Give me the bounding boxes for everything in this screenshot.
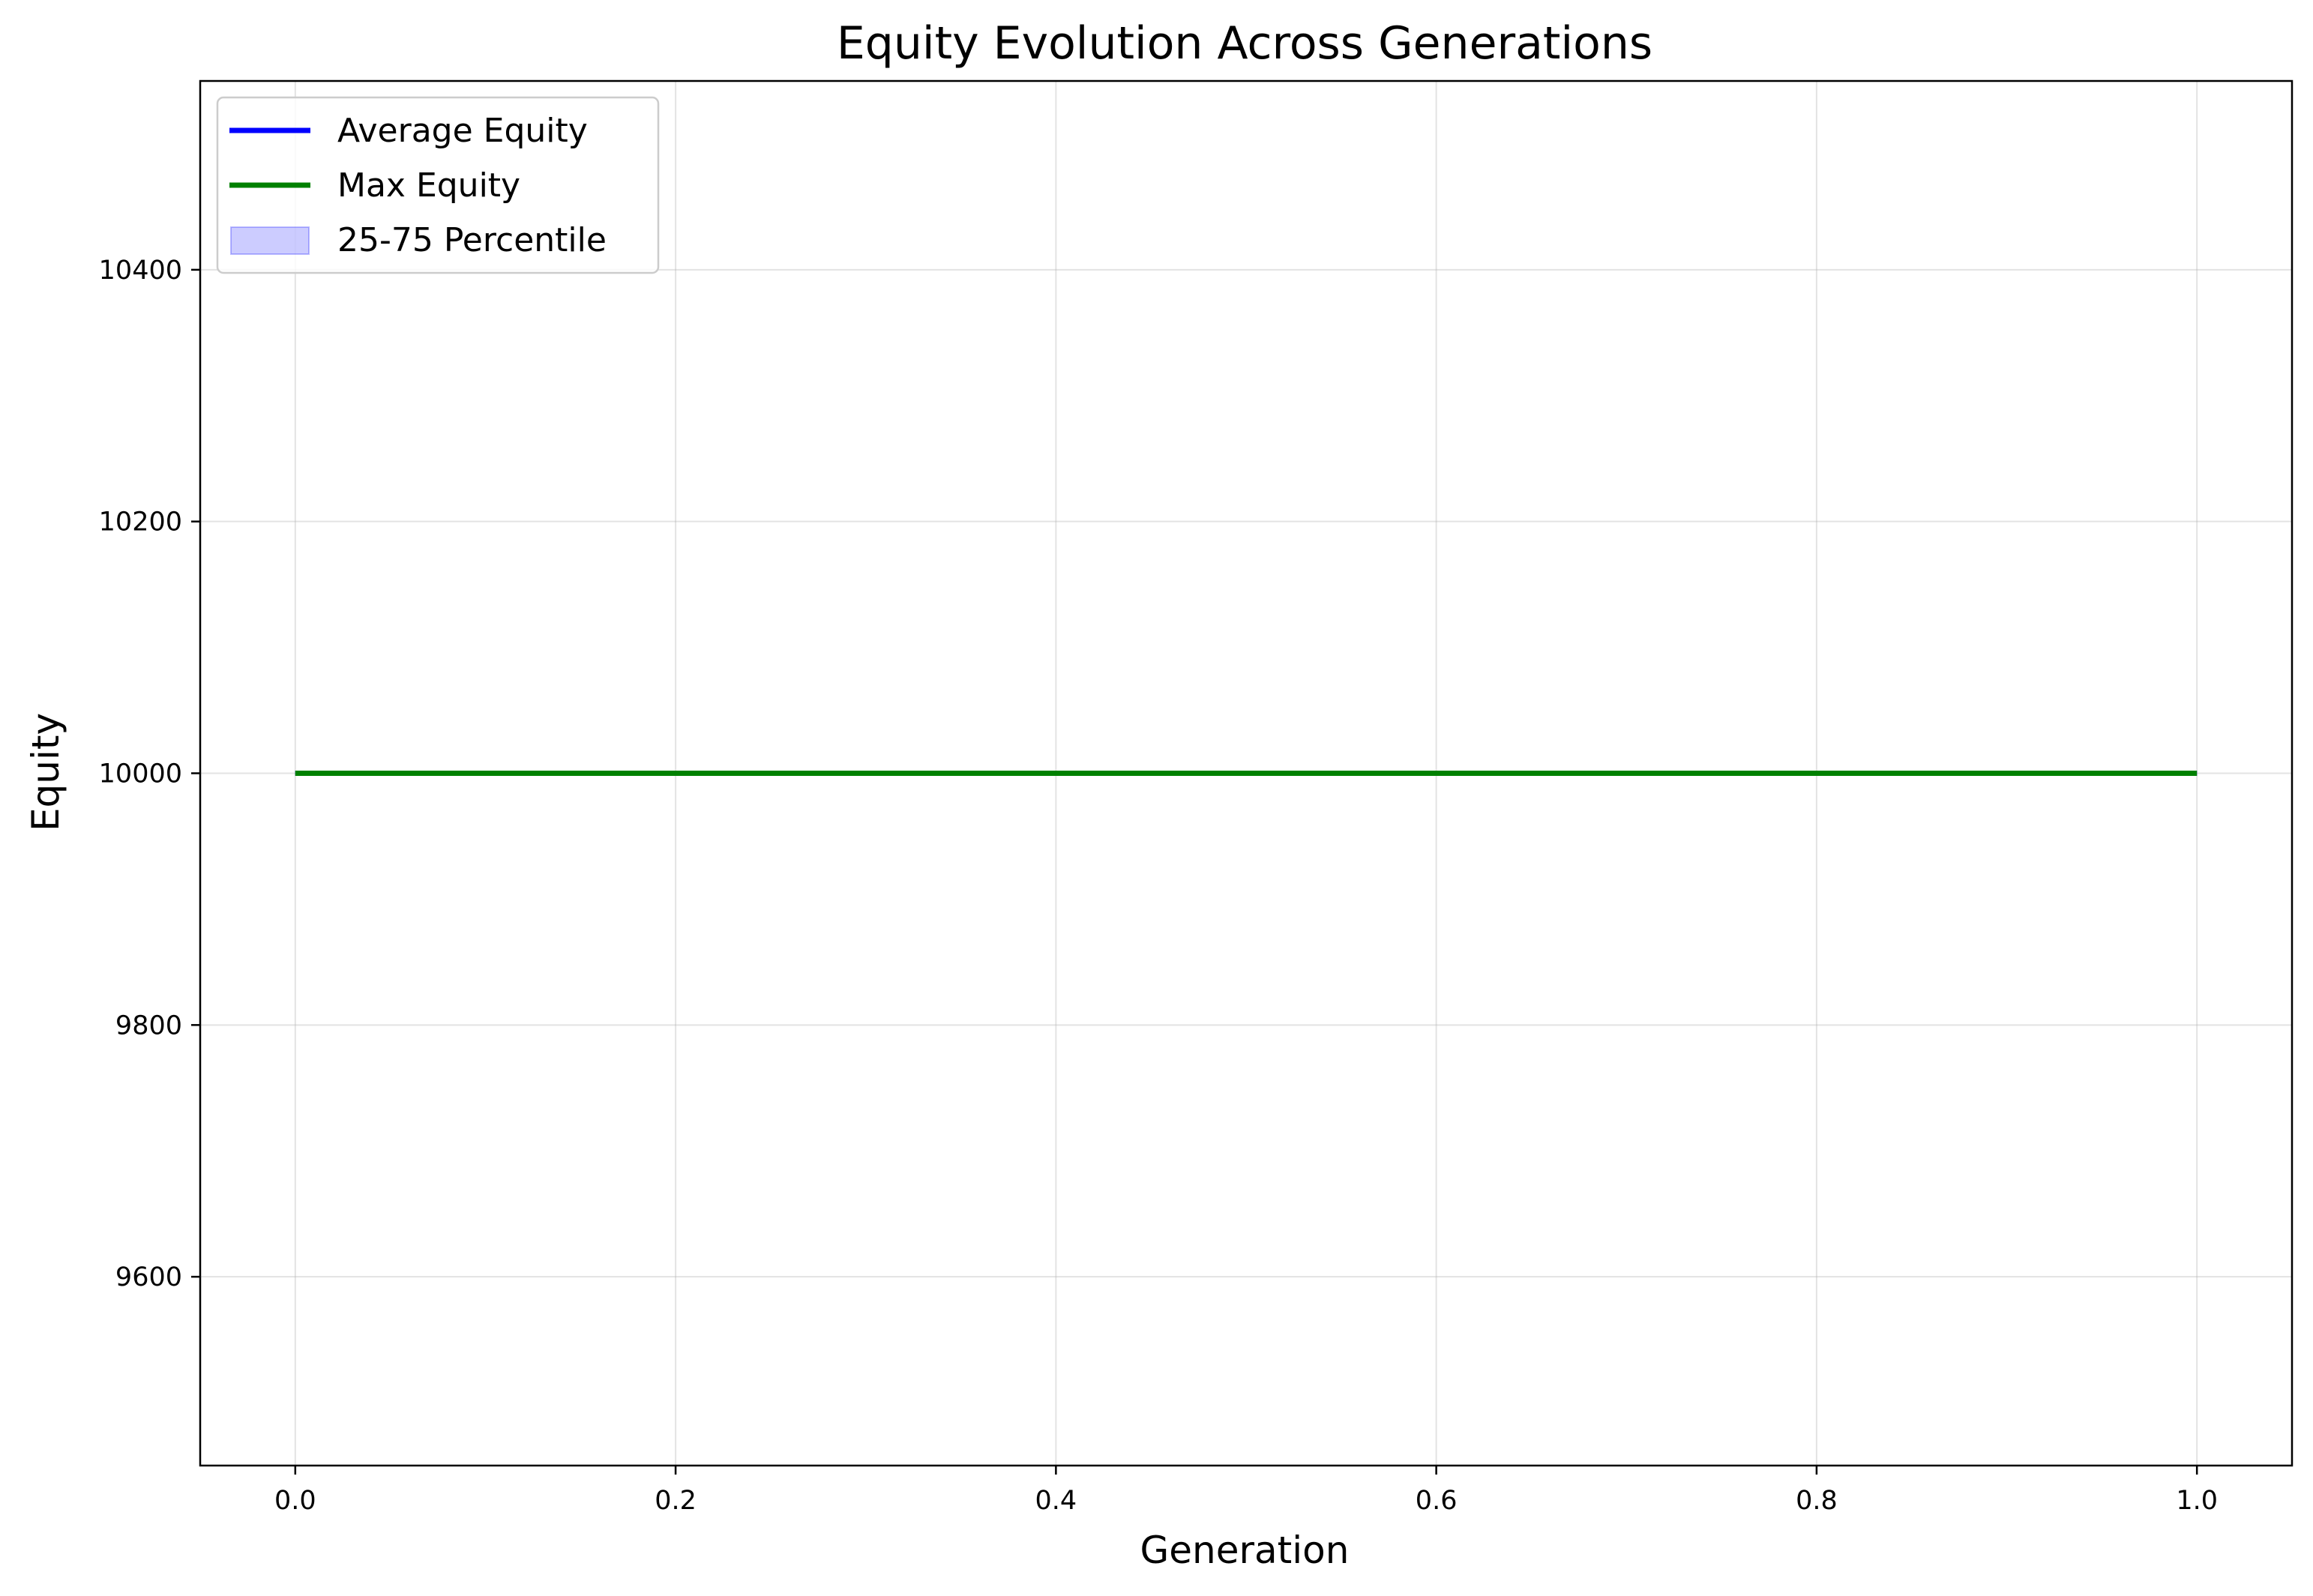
y-axis-label: Equity (24, 713, 67, 831)
y-tick-label: 10400 (99, 256, 182, 286)
x-tick-label: 0.4 (1035, 1486, 1077, 1516)
y-tick-label: 10200 (99, 508, 182, 537)
x-tick-label: 0.2 (655, 1486, 697, 1516)
legend: Average Equity Max Equity 25-75 Percentile (216, 96, 660, 274)
legend-label: Max Equity (337, 166, 520, 205)
x-tick-label: 1.0 (2176, 1486, 2218, 1516)
y-tick-label: 9600 (115, 1262, 182, 1292)
x-axis-label: Generation (1140, 1529, 1350, 1572)
chart-title: Equity Evolution Across Generations (837, 17, 1652, 70)
y-tick-label: 9800 (115, 1011, 182, 1041)
x-axis-ticks: 0.0 0.2 0.4 0.6 0.8 1.0 (274, 1466, 2218, 1516)
x-tick-label: 0.8 (1796, 1486, 1838, 1516)
x-tick-label: 0.6 (1416, 1486, 1458, 1516)
legend-label: 25-75 Percentile (337, 221, 607, 259)
x-tick-label: 0.0 (274, 1486, 316, 1516)
legend-swatch-band (230, 226, 310, 255)
legend-box (216, 96, 660, 274)
y-axis-ticks: 9600 9800 10000 10200 10400 (99, 256, 200, 1292)
legend-label: Average Equity (337, 112, 588, 150)
y-tick-label: 10000 (99, 759, 182, 789)
